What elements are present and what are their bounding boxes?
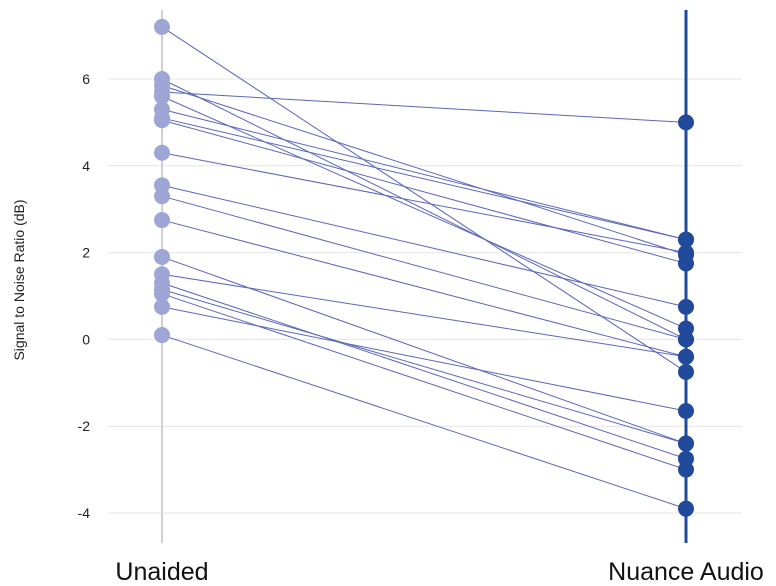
grid-lines	[108, 78, 742, 514]
pair-line	[161, 119, 687, 264]
nuance-audio-point	[678, 403, 694, 420]
pair-line	[161, 195, 687, 340]
pair-line	[161, 289, 687, 445]
unaided-point	[154, 327, 170, 344]
pair-lines	[161, 26, 687, 510]
unaided-point	[154, 18, 170, 35]
nuance-audio-point	[678, 298, 694, 315]
unaided-point	[154, 88, 170, 105]
unaided-point	[154, 298, 170, 315]
pair-line	[161, 85, 687, 256]
nuance-audio-point	[678, 363, 694, 380]
pair-line	[161, 282, 687, 460]
y-tick-label: 6	[82, 71, 90, 87]
nuance-audio-point	[678, 231, 694, 248]
nuance-audio-point	[678, 500, 694, 517]
nuance-audio-point	[678, 348, 694, 365]
y-tick-label: 2	[82, 245, 90, 261]
unaided-point	[154, 248, 170, 265]
pair-line	[161, 95, 687, 330]
pair-line	[161, 108, 687, 241]
pair-line	[161, 152, 687, 254]
pair-line	[161, 306, 687, 412]
pair-line	[161, 117, 687, 241]
unaided-point	[154, 285, 170, 302]
pair-line	[161, 78, 687, 340]
pair-line	[161, 293, 687, 471]
pair-line	[161, 334, 687, 510]
unaided-points	[154, 18, 170, 344]
nuance-audio-point	[678, 435, 694, 452]
nuance-audio-point	[678, 244, 694, 261]
pair-line	[161, 219, 687, 358]
y-tick-label: -2	[78, 418, 91, 434]
unaided-point	[154, 188, 170, 205]
pair-line	[161, 26, 687, 373]
nuance-audio-point	[678, 461, 694, 478]
pair-line	[161, 91, 687, 123]
y-tick-labels: 6 4 2 0 -2 -4	[78, 71, 91, 521]
nuance-audio-point	[678, 331, 694, 348]
category-label-unaided: Unaided	[115, 558, 208, 586]
y-axis-title: Signal to Noise Ratio (dB)	[11, 199, 27, 360]
pair-line	[161, 273, 687, 358]
pair-line	[161, 184, 687, 308]
nuance-points	[678, 114, 694, 517]
category-label-nuance-audio: Nuance Audio	[608, 558, 764, 586]
nuance-audio-point	[678, 114, 694, 131]
pair-line	[161, 256, 687, 445]
y-tick-label: 0	[82, 331, 90, 347]
y-tick-label: 4	[82, 158, 90, 174]
unaided-point	[154, 112, 170, 129]
unaided-point	[154, 212, 170, 229]
y-tick-label: -4	[78, 505, 91, 521]
unaided-point	[154, 144, 170, 161]
